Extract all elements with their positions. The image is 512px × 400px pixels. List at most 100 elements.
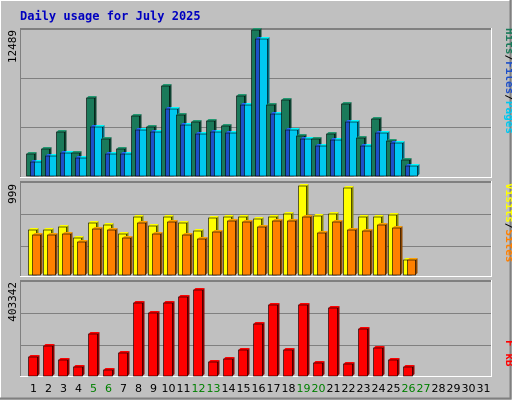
bar-kb-f-day-14-top bbox=[223, 357, 235, 359]
bar-kb-f-day-22-top bbox=[343, 362, 355, 364]
bar-kb-f-day-12-top bbox=[193, 288, 205, 290]
bar-sites-day-15-side bbox=[250, 220, 253, 275]
bar-hits-day-16-top bbox=[251, 28, 262, 30]
day-label: 7 bbox=[120, 382, 127, 395]
bar-sites-day-14-side bbox=[235, 219, 238, 275]
bar-sites-day-5-top bbox=[92, 227, 103, 229]
bar-kb-f-day-8 bbox=[133, 301, 145, 377]
bar-visits-day-2-top bbox=[43, 228, 54, 230]
day-label: 2 bbox=[45, 382, 52, 395]
bar-sites-day-14-face bbox=[227, 220, 236, 276]
bar-pages-day-26 bbox=[409, 164, 420, 177]
bar-kb-f-day-24-top bbox=[373, 346, 385, 348]
bar-sites-day-10-side bbox=[175, 220, 178, 275]
bar-sites-day-9-side bbox=[160, 232, 163, 275]
bar-sites-day-25-side bbox=[400, 226, 403, 275]
day-label: 1 bbox=[30, 382, 37, 395]
bar-hits-day-11-top bbox=[176, 113, 187, 115]
bar-kb-f-day-26-side bbox=[412, 365, 415, 376]
bar-kb-f-day-6-side bbox=[112, 368, 115, 376]
bar-kb-f-day-7-side bbox=[127, 351, 130, 376]
bar-kb-f-day-15 bbox=[238, 348, 250, 377]
day-label: 20 bbox=[312, 382, 326, 395]
bar-sites-day-19-side bbox=[310, 215, 313, 275]
y-axis-max-label: 999 bbox=[6, 184, 19, 204]
bar-kb-f-day-24-face bbox=[373, 347, 383, 377]
bar-visits-day-21-top bbox=[328, 212, 339, 214]
bar-kb-f-day-6-top bbox=[103, 368, 115, 370]
y-axis-max-label: 12489 bbox=[6, 30, 19, 63]
bar-sites-day-3-side bbox=[70, 232, 73, 275]
bar-visits-day-4-top bbox=[73, 236, 84, 238]
bar-visits-day-3-top bbox=[58, 225, 69, 227]
bar-sites-day-11-side bbox=[190, 233, 193, 275]
bar-sites-day-23-face bbox=[362, 230, 371, 276]
bar-kb-f-day-13-top bbox=[208, 360, 220, 362]
bar-hits-day-2-top bbox=[41, 147, 52, 149]
bar-sites-day-2-face bbox=[47, 234, 56, 276]
bar-kb-f-day-5 bbox=[88, 332, 100, 377]
bar-kb-f-day-14-side bbox=[232, 357, 235, 376]
bar-sites-day-22 bbox=[347, 228, 358, 276]
bar-kb-f-day-21-face bbox=[328, 307, 338, 377]
day-label: 23 bbox=[357, 382, 371, 395]
bar-kb-f-day-20-face bbox=[313, 362, 323, 377]
day-label: 17 bbox=[267, 382, 281, 395]
bar-sites-day-7 bbox=[122, 236, 133, 276]
bar-kb-f-day-19-face bbox=[298, 304, 308, 377]
bar-hits-day-23-top bbox=[356, 136, 367, 138]
bar-kb-f-day-11 bbox=[178, 295, 190, 377]
bar-kb-f-day-26 bbox=[403, 365, 415, 377]
bar-kb-f-day-13-side bbox=[217, 360, 220, 376]
bar-visits-day-18-top bbox=[283, 212, 294, 214]
bar-sites-day-1-top bbox=[32, 233, 43, 235]
day-label: 19 bbox=[297, 382, 311, 395]
bar-pages-day-16-top bbox=[259, 37, 270, 39]
bar-sites-day-26 bbox=[407, 258, 418, 276]
bar-sites-day-9 bbox=[152, 232, 163, 276]
bar-kb-f-day-9-side bbox=[157, 311, 160, 376]
day-label: 10 bbox=[162, 382, 176, 395]
bar-sites-day-4 bbox=[77, 240, 88, 276]
bar-kb-f-day-12-face bbox=[193, 289, 203, 377]
bar-kb-f-day-9-face bbox=[148, 312, 158, 377]
bar-kb-f-day-2-face bbox=[43, 345, 53, 377]
day-label: 4 bbox=[75, 382, 82, 395]
bar-hits-day-8-top bbox=[131, 114, 142, 116]
bar-kb-f-day-21 bbox=[328, 306, 340, 377]
bar-visits-day-6-top bbox=[103, 223, 114, 225]
bar-kb-f-day-24-side bbox=[382, 346, 385, 376]
bar-sites-day-17-side bbox=[280, 219, 283, 275]
bar-kb-f-day-21-side bbox=[337, 306, 340, 376]
day-label: 27 bbox=[417, 382, 431, 395]
day-label: 3 bbox=[60, 382, 67, 395]
bar-hits-day-5-top bbox=[86, 96, 97, 98]
bar-visits-day-1-top bbox=[28, 228, 39, 230]
bar-kb-f-day-2-top bbox=[43, 344, 55, 346]
bar-kb-f-day-20-side bbox=[322, 361, 325, 376]
panel-kbytes: 403342 F kB bbox=[6, 280, 512, 377]
bar-sites-day-7-side bbox=[130, 236, 133, 275]
bar-sites-day-18-face bbox=[287, 220, 296, 276]
bar-sites-day-4-top bbox=[77, 240, 88, 242]
day-label: 12 bbox=[192, 382, 206, 395]
bar-sites-day-7-face bbox=[122, 237, 131, 276]
bar-hits-day-19-top bbox=[296, 134, 307, 136]
bar-pages-day-18-top bbox=[289, 128, 300, 130]
bar-kb-f-day-10 bbox=[163, 301, 175, 377]
bar-sites-day-12-face bbox=[197, 238, 206, 276]
bar-kb-f-day-16 bbox=[253, 322, 265, 377]
bar-kb-f-day-4-side bbox=[82, 365, 85, 376]
bar-kb-f-day-20-top bbox=[313, 361, 325, 363]
bar-kb-f-day-1 bbox=[28, 355, 40, 377]
bar-kb-f-day-16-face bbox=[253, 323, 263, 377]
bar-kb-f-day-18-face bbox=[283, 349, 293, 377]
bar-sites-day-11 bbox=[182, 233, 193, 276]
bar-sites-day-6-side bbox=[115, 228, 118, 275]
day-label: 6 bbox=[105, 382, 112, 395]
bar-visits-day-15-top bbox=[238, 215, 249, 217]
bar-pages-day-26-top bbox=[409, 164, 420, 166]
bar-sites-day-8-side bbox=[145, 221, 148, 275]
bar-sites-day-24-side bbox=[385, 223, 388, 275]
